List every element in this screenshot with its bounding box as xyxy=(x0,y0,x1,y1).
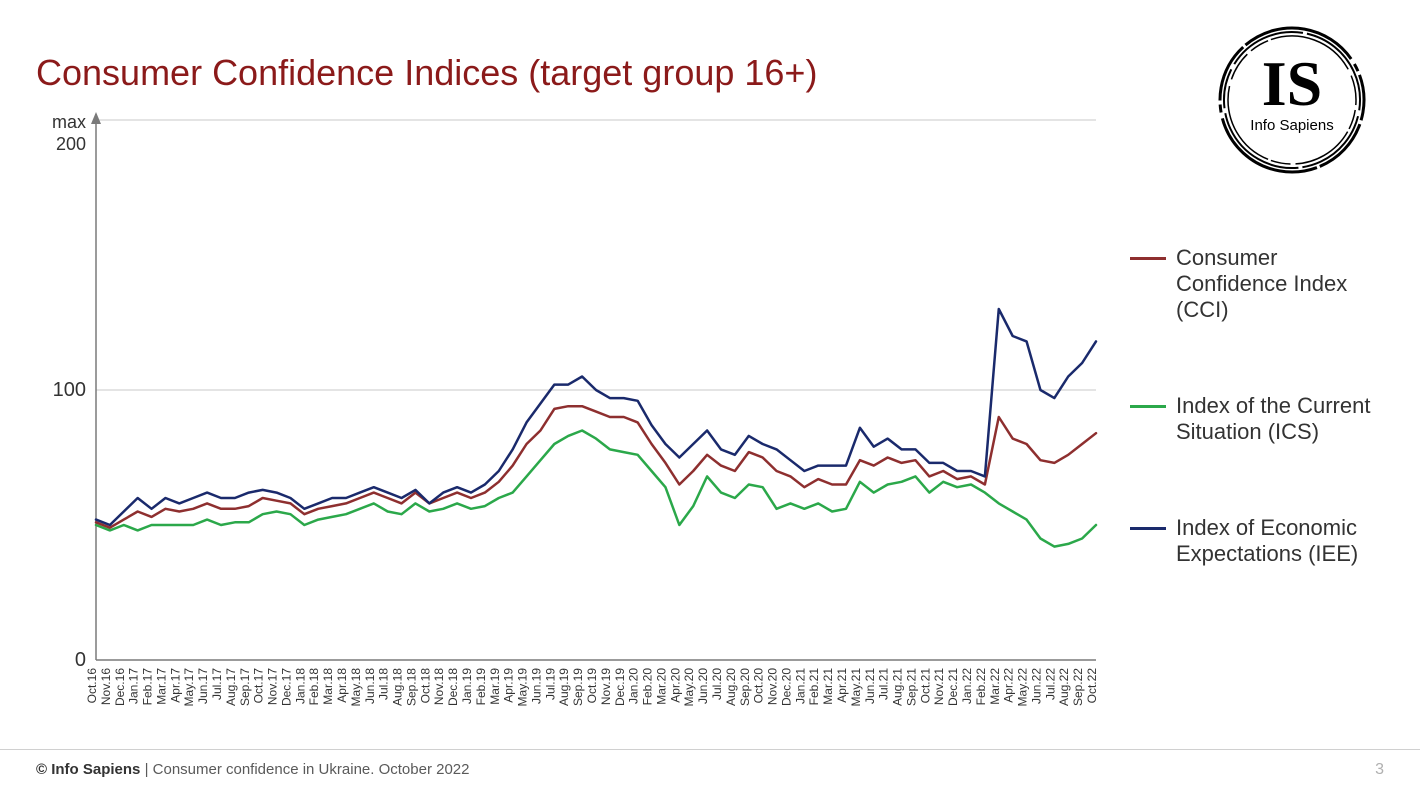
legend-item: Consumer Confidence Index (CCI) xyxy=(1130,245,1390,323)
chart-legend: Consumer Confidence Index (CCI) Index of … xyxy=(1130,245,1390,637)
svg-text:Jan.19: Jan.19 xyxy=(460,668,474,704)
logo-subtitle: Info Sapiens xyxy=(1250,117,1333,134)
series-ics xyxy=(96,431,1096,547)
svg-text:Apr.18: Apr.18 xyxy=(335,668,349,703)
svg-text:Feb.22: Feb.22 xyxy=(974,668,988,706)
legend-label: Consumer Confidence Index (CCI) xyxy=(1176,245,1390,323)
svg-text:Dec.16: Dec.16 xyxy=(113,668,127,706)
svg-text:Jul.21: Jul.21 xyxy=(877,668,891,700)
svg-text:Mar.21: Mar.21 xyxy=(821,668,835,705)
svg-text:Jul.18: Jul.18 xyxy=(377,668,391,700)
svg-text:Nov.16: Nov.16 xyxy=(99,668,113,705)
svg-text:May.19: May.19 xyxy=(516,668,530,707)
legend-swatch xyxy=(1130,527,1166,530)
svg-text:Jun.20: Jun.20 xyxy=(696,668,710,704)
svg-text:May.17: May.17 xyxy=(182,668,196,707)
svg-text:Oct.18: Oct.18 xyxy=(418,668,432,704)
svg-text:Mar.17: Mar.17 xyxy=(154,668,168,705)
svg-text:Mar.20: Mar.20 xyxy=(654,668,668,705)
svg-text:Jun.17: Jun.17 xyxy=(196,668,210,704)
svg-text:Mar.19: Mar.19 xyxy=(488,668,502,705)
svg-text:Sep.19: Sep.19 xyxy=(571,668,585,706)
svg-text:Nov.17: Nov.17 xyxy=(266,668,280,705)
svg-text:Aug.18: Aug.18 xyxy=(391,668,405,706)
svg-text:Nov.20: Nov.20 xyxy=(766,668,780,705)
line-chart: 0 100 max200 Oct.16Nov.16Dec.16Jan.17Feb.17… xyxy=(36,110,1116,710)
svg-text:Apr.22: Apr.22 xyxy=(1002,668,1016,703)
svg-text:Apr.19: Apr.19 xyxy=(502,668,516,703)
svg-text:Feb.17: Feb.17 xyxy=(141,668,155,706)
svg-text:Oct.20: Oct.20 xyxy=(752,668,766,704)
svg-text:Nov.18: Nov.18 xyxy=(432,668,446,705)
svg-text:Feb.20: Feb.20 xyxy=(641,668,655,706)
info-sapiens-logo: IS Info Sapiens xyxy=(1212,20,1372,180)
svg-text:Jun.18: Jun.18 xyxy=(363,668,377,704)
svg-text:Sep.20: Sep.20 xyxy=(738,668,752,706)
svg-text:Oct.19: Oct.19 xyxy=(585,668,599,704)
svg-text:max200: max200 xyxy=(52,112,86,154)
svg-text:Jul.17: Jul.17 xyxy=(210,668,224,700)
svg-text:Feb.19: Feb.19 xyxy=(474,668,488,706)
svg-text:Aug.21: Aug.21 xyxy=(891,668,905,706)
svg-text:Jul.20: Jul.20 xyxy=(710,668,724,700)
svg-text:Feb.21: Feb.21 xyxy=(807,668,821,706)
svg-text:Apr.17: Apr.17 xyxy=(168,668,182,703)
svg-text:Apr.21: Apr.21 xyxy=(835,668,849,703)
svg-text:Nov.21: Nov.21 xyxy=(932,668,946,705)
legend-item: Index of Economic Expectations (IEE) xyxy=(1130,515,1390,567)
svg-text:May.20: May.20 xyxy=(682,668,696,707)
logo-initials: IS xyxy=(1262,48,1323,119)
svg-text:Jan.22: Jan.22 xyxy=(960,668,974,704)
svg-text:Jun.19: Jun.19 xyxy=(529,668,543,704)
svg-text:Dec.17: Dec.17 xyxy=(279,668,293,706)
page-number: 3 xyxy=(1375,761,1384,779)
series-cci xyxy=(96,406,1096,528)
svg-text:Aug.20: Aug.20 xyxy=(724,668,738,706)
svg-text:Feb.18: Feb.18 xyxy=(307,668,321,706)
svg-text:Oct.21: Oct.21 xyxy=(918,668,932,704)
svg-text:100: 100 xyxy=(53,379,86,401)
svg-text:Mar.22: Mar.22 xyxy=(988,668,1002,705)
svg-text:Jun.22: Jun.22 xyxy=(1029,668,1043,704)
svg-text:Oct.22: Oct.22 xyxy=(1085,668,1099,704)
svg-text:Jun.21: Jun.21 xyxy=(863,668,877,704)
svg-text:May.22: May.22 xyxy=(1016,668,1030,707)
svg-text:Nov.19: Nov.19 xyxy=(599,668,613,705)
svg-text:Mar.18: Mar.18 xyxy=(321,668,335,705)
svg-text:Sep.18: Sep.18 xyxy=(404,668,418,706)
svg-text:Sep.21: Sep.21 xyxy=(904,668,918,706)
svg-text:Aug.19: Aug.19 xyxy=(557,668,571,706)
legend-swatch xyxy=(1130,405,1166,408)
svg-text:Sep.17: Sep.17 xyxy=(238,668,252,706)
svg-text:Dec.19: Dec.19 xyxy=(613,668,627,706)
svg-text:Dec.20: Dec.20 xyxy=(779,668,793,706)
series-iee xyxy=(96,309,1096,525)
svg-text:Jan.21: Jan.21 xyxy=(793,668,807,704)
svg-text:May.18: May.18 xyxy=(349,668,363,707)
svg-text:Aug.22: Aug.22 xyxy=(1057,668,1071,706)
svg-text:Jan.17: Jan.17 xyxy=(127,668,141,704)
legend-item: Index of the Current Situation (ICS) xyxy=(1130,393,1390,445)
svg-text:Dec.21: Dec.21 xyxy=(946,668,960,706)
svg-text:May.21: May.21 xyxy=(849,668,863,707)
svg-text:Sep.22: Sep.22 xyxy=(1071,668,1085,706)
legend-label: Index of Economic Expectations (IEE) xyxy=(1176,515,1390,567)
footer-copyright: © Info Sapiens | Consumer confidence in … xyxy=(36,761,469,778)
svg-text:Jul.22: Jul.22 xyxy=(1043,668,1057,700)
svg-text:0: 0 xyxy=(75,649,86,671)
svg-text:Oct.16: Oct.16 xyxy=(85,668,99,704)
svg-text:Jan.18: Jan.18 xyxy=(293,668,307,704)
svg-text:Apr.20: Apr.20 xyxy=(668,668,682,703)
svg-text:Oct.17: Oct.17 xyxy=(252,668,266,704)
svg-text:Dec.18: Dec.18 xyxy=(446,668,460,706)
svg-text:Jan.20: Jan.20 xyxy=(627,668,641,704)
svg-text:Jul.19: Jul.19 xyxy=(543,668,557,700)
legend-swatch xyxy=(1130,257,1166,260)
chart-title: Consumer Confidence Indices (target grou… xyxy=(36,52,817,94)
page-footer: © Info Sapiens | Consumer confidence in … xyxy=(0,749,1420,789)
svg-text:Aug.17: Aug.17 xyxy=(224,668,238,706)
legend-label: Index of the Current Situation (ICS) xyxy=(1176,393,1390,445)
